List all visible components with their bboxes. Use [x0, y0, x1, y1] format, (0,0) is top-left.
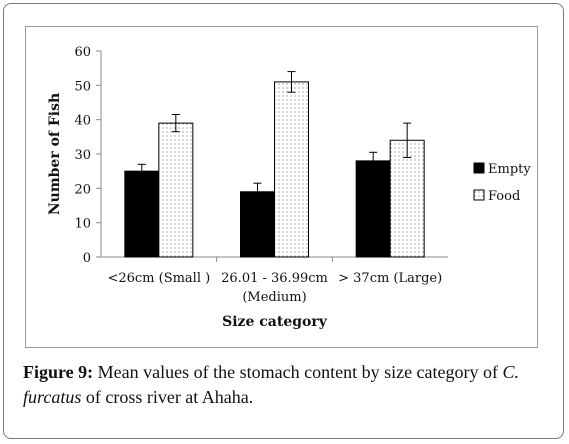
bar-empty — [124, 170, 160, 258]
caption-text: Mean values of the stomach content by si… — [93, 362, 503, 382]
bar-empty — [355, 160, 391, 258]
y-tick-label: 0 — [83, 251, 91, 266]
figure-caption: Figure 9: Mean values of the stomach con… — [23, 360, 553, 410]
bar-empty — [240, 191, 275, 258]
y-tick-label: 30 — [74, 148, 91, 163]
legend-label-empty: Empty — [488, 162, 531, 177]
y-tick-label: 10 — [74, 217, 91, 232]
x-tick-label: (Medium) — [242, 290, 306, 305]
legend-label-food: Food — [488, 189, 520, 204]
x-axis-title: Size category — [222, 314, 328, 330]
y-tick-label: 40 — [74, 114, 91, 129]
caption-text-end: of cross river at Ahaha. — [81, 387, 254, 407]
y-axis-title: Number of Fish — [47, 93, 63, 215]
bar-chart: 0 10 20 30 40 50 60 <26cm (Small ) 26.01 - 36.99… — [47, 45, 531, 330]
caption-species: C. furcatus — [23, 362, 520, 407]
y-tick-label: 60 — [74, 45, 91, 60]
x-tick-label: > 37cm (Large) — [338, 271, 442, 286]
legend-swatch-food — [473, 189, 485, 201]
caption-label: Figure 9: — [23, 362, 94, 382]
legend-swatch-empty — [473, 162, 485, 174]
y-tick-label: 50 — [74, 79, 91, 94]
figure-frame: 0 10 20 30 40 50 60 <26cm (Small ) 26.01 - 36.99… — [3, 3, 564, 439]
bar-food — [274, 81, 309, 258]
x-tick-label: 26.01 - 36.99cm — [221, 271, 328, 286]
chart-box: 0 10 20 30 40 50 60 <26cm (Small ) 26.01 - 36.99… — [25, 26, 538, 348]
bar-food — [158, 122, 194, 258]
y-tick-label: 20 — [74, 182, 91, 197]
x-tick-label: <26cm (Small ) — [107, 271, 210, 286]
bar-food — [389, 139, 425, 258]
